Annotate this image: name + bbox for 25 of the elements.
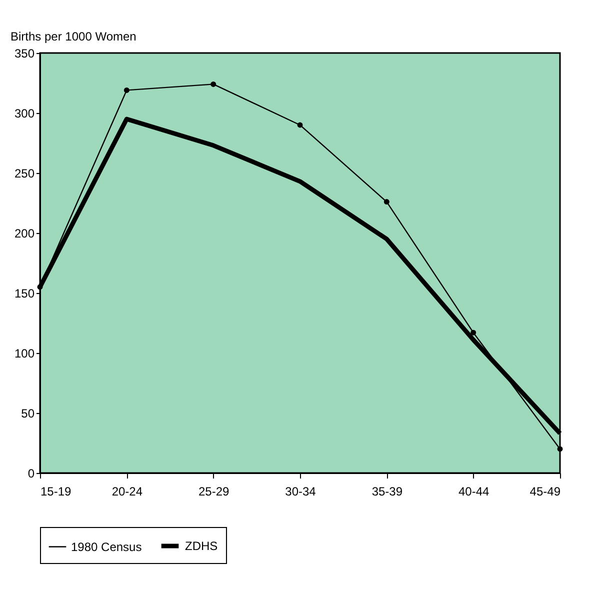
y-tick-label: 250 xyxy=(14,166,35,180)
x-tick-label: 20-24 xyxy=(112,484,143,498)
y-tick-label: 100 xyxy=(14,346,35,360)
y-tick-label: 50 xyxy=(21,406,35,420)
x-tick-label: 35-39 xyxy=(372,484,403,498)
legend-label: 1980 Census xyxy=(71,540,142,554)
point xyxy=(297,122,303,128)
point xyxy=(210,81,216,87)
x-tick-label: 40-44 xyxy=(458,484,490,498)
point xyxy=(37,284,43,290)
x-tick-label: 45-49 xyxy=(530,484,561,498)
legend-label: ZDHS xyxy=(185,539,218,553)
point xyxy=(557,446,563,452)
y-tick-label: 150 xyxy=(14,286,35,300)
y-tick-label: 200 xyxy=(14,226,35,240)
y-tick-label: 300 xyxy=(14,106,35,120)
y-tick-label: 350 xyxy=(14,46,35,60)
x-tick-label: 25-29 xyxy=(198,484,230,498)
y-tick-label: 0 xyxy=(28,466,35,480)
point xyxy=(384,199,390,205)
y-axis-title: Births per 1000 Women xyxy=(10,30,136,44)
point xyxy=(470,330,476,336)
x-tick-label: 30-34 xyxy=(285,484,316,498)
x-tick-label: 15-19 xyxy=(40,484,72,498)
point xyxy=(124,87,130,93)
